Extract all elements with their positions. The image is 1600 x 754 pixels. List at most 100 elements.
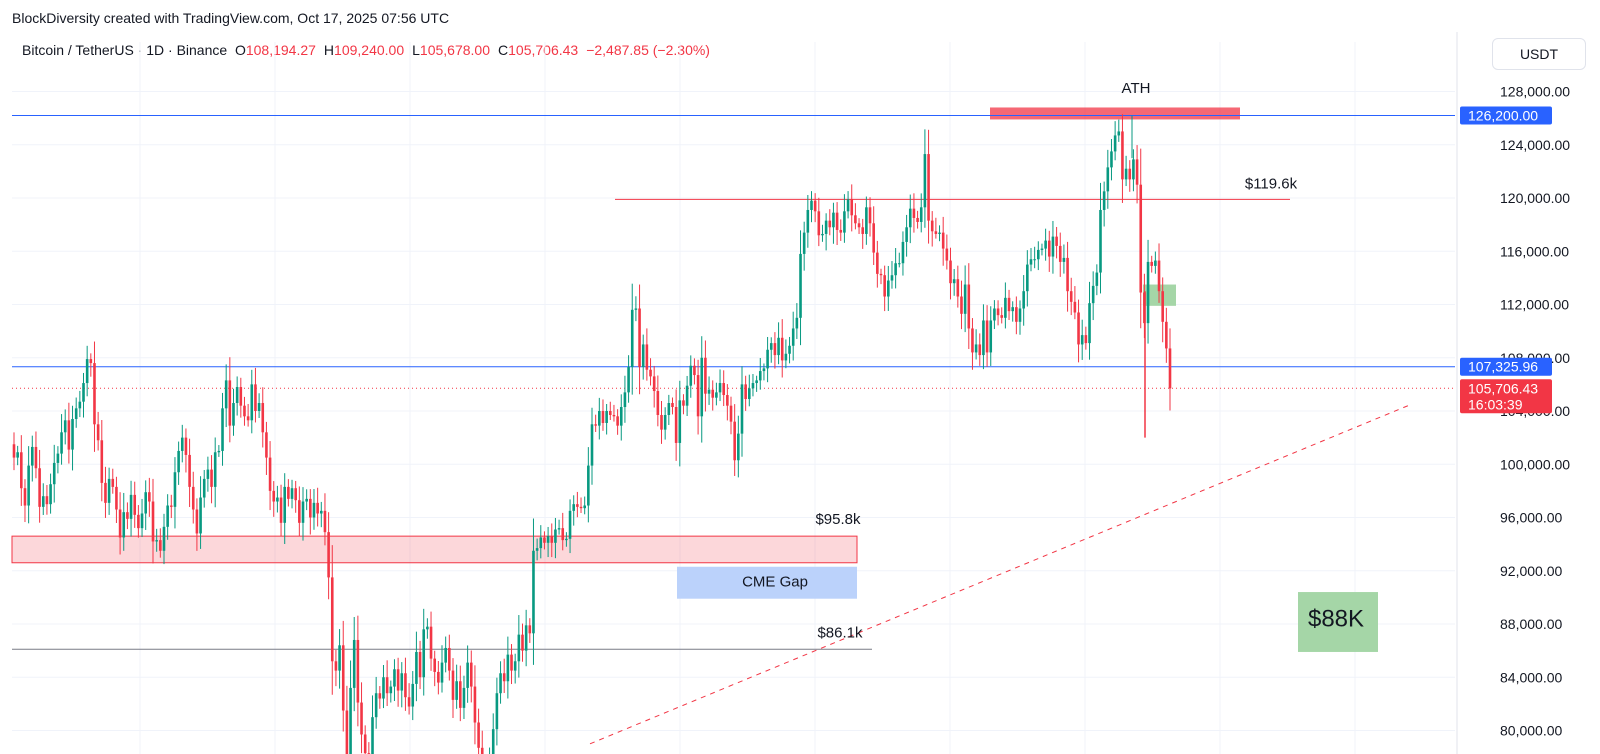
candle-body <box>1124 168 1128 180</box>
candle-body <box>93 363 96 425</box>
candle-body <box>583 505 586 509</box>
candle-body <box>89 359 93 364</box>
candle-body <box>455 681 458 700</box>
candle-body <box>740 384 744 434</box>
candle-body <box>905 227 908 242</box>
candle-body <box>755 380 758 384</box>
candle-body <box>56 453 60 463</box>
candle-body <box>140 513 144 529</box>
candle-body <box>963 284 967 314</box>
candle-body <box>923 154 927 208</box>
candle-body <box>667 403 671 415</box>
candle-body <box>448 647 451 671</box>
candle-body <box>1128 168 1132 180</box>
y-tick-label: 128,000.00 <box>1500 84 1570 100</box>
candle-body <box>191 486 195 510</box>
candle-body <box>773 343 777 356</box>
y-tick-label: 124,000.00 <box>1500 137 1570 153</box>
candle-body <box>257 403 261 411</box>
candle-body <box>104 482 107 503</box>
candle-body <box>502 673 506 682</box>
candle-body <box>726 395 729 406</box>
y-tick-label: 116,000.00 <box>1500 243 1569 259</box>
candle-body <box>1168 348 1172 389</box>
candle-body <box>1121 131 1124 180</box>
candle-body <box>927 154 930 221</box>
candle-body <box>217 450 221 453</box>
candle-body <box>671 403 674 408</box>
candle-body <box>228 380 232 426</box>
candle-body <box>298 500 301 523</box>
candle-body <box>861 227 865 234</box>
y-tick-label: 88,000.00 <box>1500 616 1562 632</box>
candle-body <box>510 654 513 671</box>
candle-body <box>67 420 71 450</box>
candle-body <box>616 416 619 426</box>
candle-body <box>371 717 374 754</box>
candle-body <box>411 683 415 707</box>
candle-body <box>748 388 751 400</box>
candle-body <box>433 658 436 672</box>
candle-body <box>34 446 38 469</box>
open-label: O <box>234 42 246 58</box>
candle-body <box>41 496 45 507</box>
candle-body <box>737 433 740 461</box>
candle-body <box>323 510 327 533</box>
candle-body <box>235 387 239 404</box>
currency-unit-button[interactable]: USDT <box>1492 38 1586 70</box>
candle-body <box>382 677 385 699</box>
high-value: 109,240.00 <box>334 42 405 58</box>
candle-body <box>1161 291 1164 322</box>
candle-body <box>682 400 685 406</box>
candle-body <box>429 626 433 659</box>
candle-body <box>199 497 202 534</box>
candle-body <box>418 651 422 678</box>
cme-gap-zone <box>677 566 857 599</box>
candle-body <box>532 550 535 634</box>
candle-body <box>144 492 147 514</box>
candle-body <box>565 538 568 541</box>
candle-body <box>828 220 832 228</box>
candle-body <box>378 693 382 699</box>
candle-body <box>766 349 769 369</box>
candle-body <box>960 296 963 314</box>
candle-body <box>437 671 440 683</box>
candle-body <box>769 343 773 350</box>
target-88k-box <box>1298 592 1378 652</box>
candle-body <box>974 344 978 353</box>
candle-body <box>506 654 510 682</box>
candle-body <box>561 528 565 541</box>
candle-body <box>557 528 561 530</box>
candle-body <box>20 452 23 489</box>
candle-body <box>868 207 872 224</box>
candle-body <box>148 492 151 502</box>
candle-body <box>554 529 557 543</box>
candle-body <box>832 212 835 228</box>
candle-body <box>678 400 682 443</box>
candle-body <box>122 512 126 538</box>
candle-body <box>784 353 788 361</box>
candle-body <box>1029 259 1033 265</box>
candle-body <box>762 368 766 372</box>
candle-body <box>188 454 191 487</box>
candle-body <box>316 502 319 514</box>
candle-body <box>309 498 312 518</box>
candle-body <box>1080 335 1084 345</box>
price-tag-2-box <box>1460 357 1552 376</box>
y-tick-label: 100,000.00 <box>1500 456 1570 472</box>
chart-annotations: ATH $119.6k $95.8k CME Gap $86.1k $88K <box>742 80 1364 641</box>
candle-body <box>989 320 993 353</box>
candle-body <box>224 380 228 409</box>
candle-body <box>919 207 923 222</box>
symbol-name[interactable]: Bitcoin / TetherUS · 1D · Binance <box>22 42 228 58</box>
candle-body <box>166 505 169 527</box>
candle-body <box>908 208 912 228</box>
candle-body <box>151 501 155 542</box>
candle-body <box>605 411 608 423</box>
candle-body <box>294 488 297 501</box>
candle-body <box>1099 209 1102 273</box>
candle-body <box>63 420 67 433</box>
candle-body <box>1044 240 1047 249</box>
rising-trendline <box>589 405 1409 745</box>
